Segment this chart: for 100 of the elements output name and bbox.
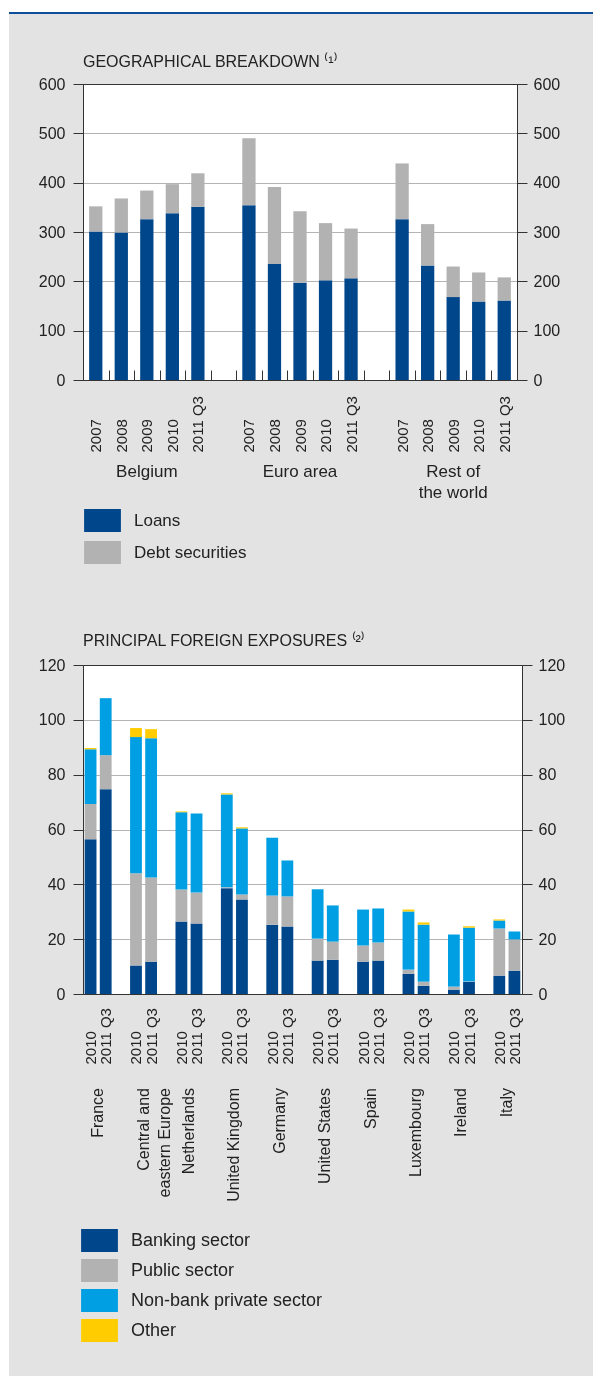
y-tick-label: 80 — [47, 766, 66, 784]
bar — [472, 301, 486, 380]
bar — [311, 960, 324, 994]
bar — [266, 924, 279, 994]
bar — [326, 905, 339, 942]
bar — [190, 813, 203, 893]
y-tick-label: 0 — [56, 371, 66, 389]
x-tick-label: 2007 — [393, 419, 411, 453]
text: Euro area — [262, 462, 338, 481]
bar — [417, 981, 430, 986]
bar — [220, 794, 233, 888]
bar — [114, 198, 128, 233]
bar — [372, 942, 385, 961]
bar — [402, 911, 415, 970]
bar — [421, 265, 435, 380]
y-tick-label: 100 — [38, 322, 66, 340]
x-tick-label: 2010 — [445, 1031, 463, 1065]
x-tick-label: 2011 Q3 — [342, 396, 360, 453]
x-tick-label: 2011 Q3 — [324, 1008, 342, 1065]
text: United Kingdom — [225, 1088, 243, 1202]
bar — [417, 924, 430, 982]
y2-tick-label: 60 — [538, 821, 557, 838]
x-tick-label: 2010 — [354, 1031, 372, 1065]
bar — [190, 892, 203, 924]
bar — [140, 219, 154, 380]
bar — [191, 206, 205, 380]
bar — [447, 986, 460, 990]
x-tick-label: 2008 — [419, 419, 437, 453]
text: Germany — [270, 1088, 288, 1154]
bar — [266, 895, 279, 925]
x-tick-label: 2010 — [218, 1031, 236, 1065]
text: Central and eastern Europe — [134, 1087, 173, 1198]
y2-tick-label: 400 — [533, 174, 561, 192]
x-tick-label: 2011 Q3 — [188, 1008, 206, 1065]
chart-title: GEOGRAPHICAL BREAKDOWN ⁽¹⁾ — [83, 52, 338, 70]
bar — [84, 839, 97, 994]
x-tick-label: 2007 — [240, 419, 258, 453]
bar — [417, 985, 430, 994]
bar — [402, 973, 415, 994]
x-tick-label: 2011 Q3 — [233, 1008, 251, 1065]
bar — [220, 888, 233, 994]
legend-label: Banking sector — [131, 1229, 251, 1250]
x-tick-label: 2010 — [470, 419, 488, 453]
bar — [357, 909, 369, 946]
y2-tick-label: 100 — [533, 322, 561, 340]
x-tick-label: 2011 Q3 — [142, 1008, 160, 1065]
bar — [114, 232, 128, 380]
text: France — [89, 1087, 107, 1138]
bar — [266, 837, 279, 896]
bar — [463, 927, 475, 982]
x-tick-label: 2010 — [172, 1031, 190, 1065]
bar — [372, 960, 385, 994]
text: Luxembourg — [407, 1088, 425, 1177]
bar — [175, 921, 188, 994]
bar — [267, 264, 282, 380]
bar — [493, 975, 506, 994]
bar — [99, 789, 112, 994]
bar — [242, 205, 256, 380]
x-tick-label: 2010 — [309, 1031, 327, 1065]
x-tick-label: 2010 — [317, 419, 335, 453]
y-tick-label: 0 — [56, 985, 66, 1003]
y-tick-label: 40 — [47, 875, 66, 893]
text: Italy — [497, 1088, 515, 1118]
x-tick-label: 2009 — [138, 419, 156, 453]
x-tick-label: 2011 Q3 — [495, 396, 513, 453]
x-tick-label: 2008 — [265, 419, 283, 453]
y2-tick-label: 40 — [538, 875, 557, 893]
y-tick-label: 20 — [47, 930, 66, 948]
legend-label: Debt securities — [134, 542, 247, 562]
y2-tick-label: 100 — [538, 711, 566, 729]
x-tick-label: 2009 — [444, 419, 462, 453]
bar — [281, 896, 294, 927]
bar — [130, 728, 142, 738]
bar — [99, 698, 112, 756]
y2-tick-label: 300 — [533, 223, 561, 241]
y-tick-label: 400 — [38, 174, 66, 192]
bar — [357, 961, 369, 994]
bar — [84, 749, 97, 804]
x-tick-label: 2010 — [82, 1031, 100, 1065]
bar — [326, 941, 339, 960]
bar — [175, 812, 188, 890]
x-tick-label: 2011 Q3 — [189, 396, 207, 453]
chart-title: PRINCIPAL FOREIGN EXPOSURES ⁽²⁾ — [83, 631, 365, 649]
bar — [236, 899, 248, 994]
bar — [497, 300, 511, 380]
bar — [402, 969, 415, 974]
bar — [357, 945, 369, 962]
legend-label: Public sector — [131, 1259, 235, 1280]
bar — [140, 190, 154, 220]
x-tick-label: 2011 Q3 — [505, 1008, 523, 1065]
bar — [89, 206, 103, 232]
text: Netherlands — [179, 1088, 197, 1175]
y2-tick-label: 500 — [533, 124, 561, 142]
legend-label: Other — [131, 1319, 177, 1340]
y2-tick-label: 80 — [538, 766, 557, 784]
legend-label: Loans — [134, 510, 181, 530]
y2-tick-label: 200 — [533, 272, 561, 290]
y2-tick-label: 120 — [538, 656, 566, 674]
x-tick-label: 2007 — [87, 419, 105, 453]
bar — [89, 231, 103, 380]
